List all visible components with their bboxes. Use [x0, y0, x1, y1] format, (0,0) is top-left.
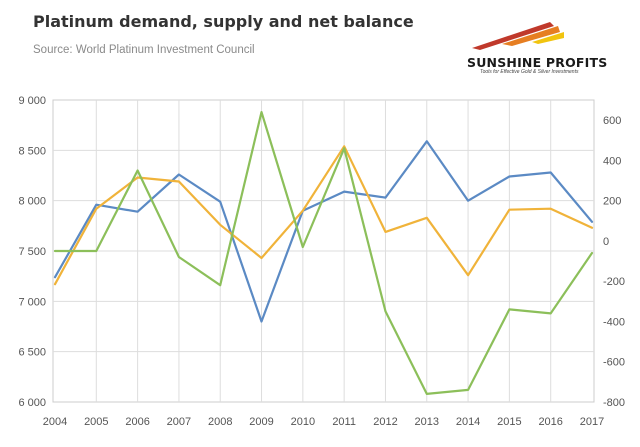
chart-title: Platinum demand, supply and net balance	[33, 12, 414, 31]
y-left-tick-label: 6 500	[18, 347, 46, 359]
y-right-tick-label: 600	[603, 115, 621, 127]
tick-labels: 9 000 8 500 8 000 7 500 7 000 6 500 6 000 2004 2…	[18, 95, 625, 428]
logo-ray-orange	[502, 26, 560, 46]
y-left-tick-label: 7 000	[18, 296, 46, 308]
x-tick-label: 2013	[415, 416, 439, 428]
x-tick-label: 2017	[580, 416, 604, 428]
x-tick-label: 2008	[208, 416, 232, 428]
chart-source: Source: World Platinum Investment Counci…	[33, 44, 255, 56]
gridlines	[53, 100, 594, 402]
logo-ray-red	[472, 22, 554, 50]
x-tick-label: 2004	[43, 416, 67, 428]
y-right-tick-label: -200	[603, 276, 625, 288]
x-tick-label: 2015	[497, 416, 521, 428]
logo-name: SUNSHINE PROFITS	[467, 55, 608, 70]
y-right-tick-label: -600	[603, 357, 625, 369]
series-line-supply	[53, 145, 594, 286]
x-tick-label: 2010	[291, 416, 315, 428]
x-tick-label: 2006	[125, 416, 149, 428]
y-right-tick-label: 200	[603, 196, 621, 208]
series-lines	[53, 110, 594, 395]
y-right-tick-label: 0	[603, 236, 609, 248]
logo-ray-yellow	[532, 32, 564, 44]
y-right-tick-label: 400	[603, 155, 621, 167]
y-left-tick-label: 9 000	[18, 95, 46, 107]
x-tick-label: 2011	[332, 416, 356, 428]
y-left-tick-label: 6 000	[18, 397, 46, 409]
x-tick-label: 2014	[456, 416, 480, 428]
sunshine-profits-logo-icon	[472, 22, 564, 50]
y-right-tick-label: -400	[603, 316, 625, 328]
series-line-demand	[53, 140, 594, 323]
series-line-balance	[53, 110, 594, 395]
y-left-tick-label: 8 500	[18, 145, 46, 157]
y-right-tick-label: -800	[603, 397, 625, 409]
x-tick-label: 2016	[538, 416, 562, 428]
x-tick-label: 2012	[373, 416, 397, 428]
x-tick-label: 2005	[84, 416, 108, 428]
y-left-tick-label: 7 500	[18, 246, 46, 258]
y-left-tick-label: 8 000	[18, 196, 46, 208]
x-tick-label: 2007	[167, 416, 191, 428]
logo-tagline: Tools for Effective Gold & Silver Invest…	[480, 69, 579, 75]
x-tick-label: 2009	[249, 416, 273, 428]
